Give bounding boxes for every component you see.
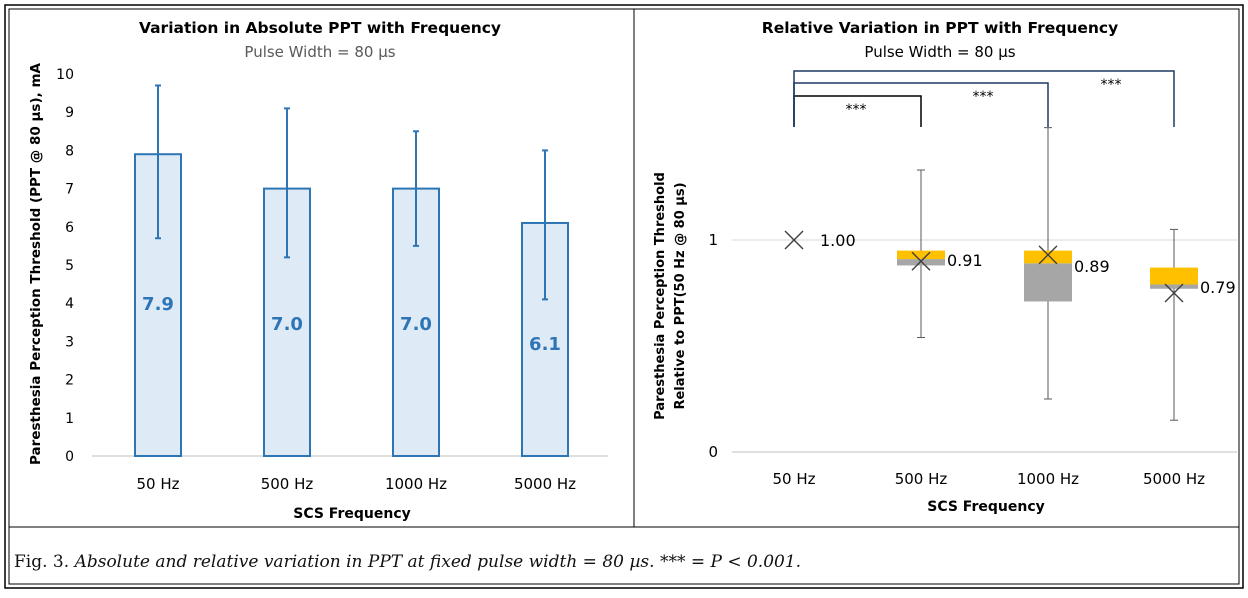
right-chart-title: Relative Variation in PPT with Frequency	[762, 19, 1118, 37]
box-upper-quartile	[1024, 250, 1072, 264]
left-y-tick-label: 2	[65, 373, 74, 389]
left-y-tick-label: 6	[65, 220, 74, 236]
left-bars: 7.9 7.0 7.0 6.1	[134, 84, 569, 457]
left-y-tick-label: 10	[56, 67, 74, 83]
median-label: 1.00	[820, 231, 856, 250]
mean-marker	[911, 251, 931, 271]
bar-value-label: 6.1	[529, 334, 561, 355]
left-y-tick-label: 5	[65, 258, 74, 274]
left-y-tick-label: 3	[65, 334, 74, 350]
outer-frame	[4, 4, 1244, 589]
left-chart-subtitle: Pulse Width = 80 µs	[244, 43, 395, 61]
left-y-tick-label: 7	[65, 182, 74, 198]
left-x-tick-label: 500 Hz	[261, 475, 314, 493]
right-grid: 01	[708, 231, 1237, 461]
inner-frame	[8, 8, 1240, 585]
right-box-plots: 1.00 0.91 0.89 0.79	[784, 127, 1236, 421]
significance-label: ***	[1101, 77, 1122, 93]
caption-text: Absolute and relative variation in PPT a…	[74, 552, 802, 572]
left-x-ticks: 50 Hz 500 Hz 1000 Hz 5000 Hz	[136, 475, 576, 493]
left-chart-title: Variation in Absolute PPT with Frequency	[139, 19, 501, 37]
bar	[263, 187, 311, 457]
significance-bracket	[793, 70, 1175, 127]
right-y-tick-label: 0	[708, 443, 718, 461]
box-upper-quartile	[897, 250, 945, 260]
right-y-tick-label: 1	[708, 231, 718, 249]
right-x-tick-label: 500 Hz	[895, 470, 948, 488]
left-x-tick-label: 5000 Hz	[514, 475, 576, 493]
bar-value-label: 7.0	[400, 314, 432, 335]
median-label: 0.79	[1200, 278, 1236, 297]
bar-value-label: 7.0	[271, 314, 303, 335]
mean-marker	[784, 230, 804, 250]
median-label: 0.91	[947, 251, 983, 270]
box-lower-quartile	[1150, 284, 1198, 289]
absolute-ppt-chart: Variation in Absolute PPT with Frequency…	[28, 19, 608, 522]
box-lower-quartile	[1024, 263, 1072, 302]
left-x-tick-label: 1000 Hz	[385, 475, 447, 493]
right-chart-subtitle: Pulse Width = 80 µs	[864, 43, 1015, 61]
right-x-tick-label: 50 Hz	[772, 470, 815, 488]
right-x-axis-title: SCS Frequency	[927, 499, 1045, 515]
right-x-tick-label: 5000 Hz	[1143, 470, 1205, 488]
left-y-axis-title: Paresthesia Perception Threshold (PPT @ …	[28, 62, 44, 465]
left-y-tick-label: 4	[65, 296, 74, 312]
significance-brackets: *** *** ***	[793, 70, 1175, 127]
left-y-tick-label: 0	[65, 449, 74, 465]
median-label: 0.89	[1074, 257, 1110, 276]
right-y-axis-title-line2: Relative to PPT(50 Hz @ 80 µs)	[673, 182, 688, 409]
caption-label: Fig. 3.	[14, 552, 70, 572]
box-lower-quartile	[897, 259, 945, 266]
left-x-axis-title: SCS Frequency	[293, 506, 411, 522]
significance-label: ***	[846, 102, 867, 118]
right-y-axis-title-line1: Paresthesia Perception Threshold	[653, 172, 668, 420]
figure-caption: Fig. 3. Absolute and relative variation …	[14, 542, 1234, 582]
left-y-tick-label: 1	[65, 411, 74, 427]
left-y-tick-label: 8	[65, 143, 74, 159]
left-y-ticks: 0 1 2 3 4 5 6 7 8 9 10	[56, 67, 74, 465]
right-x-tick-label: 1000 Hz	[1017, 470, 1079, 488]
left-y-tick-label: 9	[65, 105, 74, 121]
relative-ppt-chart: Relative Variation in PPT with Frequency…	[653, 19, 1237, 515]
mean-marker	[1038, 245, 1058, 265]
significance-label: ***	[973, 89, 994, 105]
right-x-ticks: 50 Hz 500 Hz 1000 Hz 5000 Hz	[772, 470, 1205, 488]
box-upper-quartile	[1150, 267, 1198, 285]
left-x-tick-label: 50 Hz	[136, 475, 179, 493]
bar-value-label: 7.9	[142, 294, 174, 315]
left-y-axis-title-main: Paresthesia Perception Threshold (PPT @ …	[28, 62, 44, 465]
mean-marker	[1164, 283, 1184, 303]
